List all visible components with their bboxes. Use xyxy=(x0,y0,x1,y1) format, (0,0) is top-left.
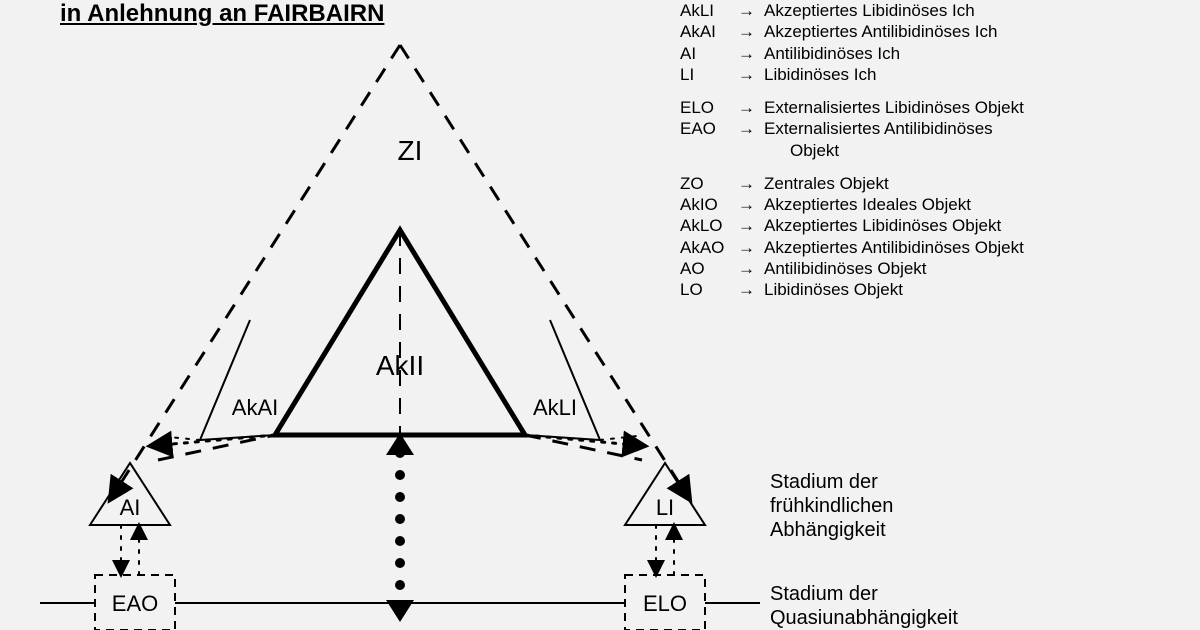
diagram-label: AkLI xyxy=(533,395,577,420)
legend-row: AkLI→Akzeptiertes Libidinöses Ich xyxy=(680,0,1024,21)
diagram-label: ZI xyxy=(398,135,423,166)
legend-row: AI→Antilibidinöses Ich xyxy=(680,43,1024,64)
diagram-label: AI xyxy=(120,495,141,520)
stage-fruehkind-label: Stadium derfrühkindlichenAbhängigkeit xyxy=(770,470,893,542)
legend-row: EAO→Externalisiertes Antilibidinöses xyxy=(680,118,1024,139)
legend-row: LO→Libidinöses Objekt xyxy=(680,279,1024,300)
legend-row: ZO→Zentrales Objekt xyxy=(680,173,1024,194)
legend-row: ELO→Externalisiertes Libidinöses Objekt xyxy=(680,97,1024,118)
legend-row: AkLO→Akzeptiertes Libidinöses Objekt xyxy=(680,215,1024,236)
legend-row: AkAO→Akzeptiertes Antilibidinöses Objekt xyxy=(680,237,1024,258)
diagram-label: AkAI xyxy=(232,395,278,420)
diagram-label: ELO xyxy=(643,591,687,616)
diagram-label: LI xyxy=(656,495,674,520)
diagram-label: AkII xyxy=(376,350,424,381)
diagram-label: EAO xyxy=(112,591,158,616)
page-title: in Anlehnung an FAIRBAIRN xyxy=(60,0,384,28)
legend-row: AkIO→Akzeptiertes Ideales Objekt xyxy=(680,194,1024,215)
legend-row: AkAI→Akzeptiertes Antilibidinöses Ich xyxy=(680,21,1024,42)
legend: AkLI→Akzeptiertes Libidinöses IchAkAI→Ak… xyxy=(680,0,1024,300)
stage-quasi-label: Stadium derQuasiunabhängigkeit xyxy=(770,582,958,630)
legend-row: LI→Libidinöses Ich xyxy=(680,64,1024,85)
legend-row: AO→Antilibidinöses Objekt xyxy=(680,258,1024,279)
